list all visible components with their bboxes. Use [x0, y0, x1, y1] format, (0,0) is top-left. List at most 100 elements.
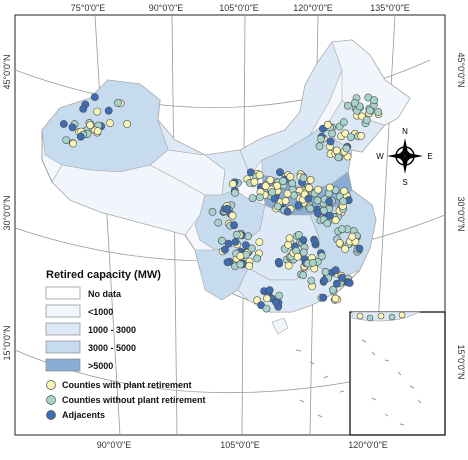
- county-point: [274, 257, 283, 266]
- county-point: [86, 121, 94, 129]
- lat-tick-left: 15°0'0"N: [2, 325, 12, 360]
- legend-class-label: 3000 - 5000: [88, 343, 136, 353]
- county-point: [299, 236, 308, 244]
- county-point: [59, 120, 68, 128]
- legend-point-label: Counties with plant retirement: [62, 380, 192, 390]
- county-point: [313, 209, 322, 218]
- legend-point-swatch: [46, 410, 56, 420]
- county-point: [370, 96, 378, 105]
- province-tibet: [51, 164, 206, 236]
- county-point: [305, 183, 313, 192]
- legend-point-swatch: [46, 395, 56, 405]
- county-point: [286, 172, 295, 181]
- county-point: [247, 244, 256, 253]
- lon-tick-bottom: 120°0'0"E: [348, 440, 388, 450]
- county-point: [257, 301, 265, 309]
- county-point: [374, 108, 383, 116]
- county-point: [114, 99, 122, 107]
- legend-point-item: Counties with plant retirement: [46, 380, 192, 390]
- lon-ticks-bottom: 90°0'0"E 105°0'0"E 120°0'0"E: [97, 440, 388, 450]
- county-point: [221, 245, 229, 254]
- county-point: [343, 101, 352, 110]
- county-point: [90, 93, 99, 101]
- provinces: [41, 39, 411, 335]
- county-point: [246, 168, 255, 177]
- county-point: [325, 183, 334, 192]
- county-point: [214, 218, 223, 227]
- county-point: [285, 234, 294, 243]
- county-point: [313, 196, 322, 205]
- county-point: [342, 144, 351, 153]
- county-point: [250, 177, 259, 186]
- lat-tick-right: 15°0'0"N: [456, 344, 466, 379]
- county-point: [263, 294, 271, 303]
- county-point: [270, 194, 279, 203]
- county-point: [362, 116, 371, 124]
- county-point: [299, 271, 307, 280]
- county-point: [308, 258, 317, 267]
- county-point: [104, 106, 113, 115]
- county-point: [350, 99, 359, 107]
- county-point: [253, 254, 261, 263]
- county-point: [341, 129, 350, 138]
- county-point: [93, 127, 102, 136]
- lon-tick-bottom: 105°0'0"E: [220, 440, 260, 450]
- county-point: [328, 129, 337, 138]
- county-point: [325, 211, 334, 220]
- county-point: [294, 201, 303, 210]
- county-point: [248, 194, 257, 202]
- county-point: [294, 230, 303, 239]
- county-point: [106, 119, 114, 127]
- legend-point-item: Adjacents: [46, 410, 105, 420]
- county-point: [331, 216, 340, 225]
- county-point: [281, 196, 290, 205]
- county-point: [321, 267, 330, 276]
- lat-ticks-left: 45°0'0"N 30°0'0"N 15°0'0"N: [2, 54, 12, 360]
- county-point: [339, 118, 348, 127]
- county-point: [123, 120, 131, 128]
- lat-tick-left: 30°0'0"N: [2, 195, 12, 230]
- legend-class-label: No data: [88, 289, 122, 299]
- county-point: [79, 105, 88, 113]
- county-point: [299, 248, 308, 257]
- county-points: [59, 93, 383, 313]
- lat-tick-right: 30°0'0"N: [456, 196, 466, 231]
- lat-tick-right: 45°0'0"N: [456, 52, 466, 87]
- lon-tick-top: 75°0'0"E: [71, 3, 106, 13]
- county-point: [307, 276, 316, 285]
- lon-tick-top: 105°0'0"E: [219, 3, 259, 13]
- county-point: [231, 237, 240, 246]
- province-hainan: [271, 317, 289, 335]
- county-point: [62, 136, 71, 144]
- legend-class-item: 3000 - 5000: [45, 340, 136, 354]
- county-point: [314, 185, 322, 194]
- county-point: [228, 211, 237, 220]
- county-point: [245, 261, 254, 270]
- compass-n: N: [402, 127, 408, 136]
- county-point: [311, 237, 319, 246]
- county-point: [236, 252, 245, 260]
- legend-swatch: [45, 358, 81, 372]
- county-point: [255, 193, 264, 202]
- county-point: [323, 219, 332, 228]
- county-point: [255, 171, 264, 179]
- county-point: [268, 188, 277, 197]
- county-point: [338, 225, 346, 234]
- lat-ticks-right: 45°0'0"N 30°0'0"N 15°0'0"N: [456, 52, 466, 379]
- compass-e: E: [427, 152, 432, 161]
- compass-s: S: [402, 178, 407, 187]
- legend-point-swatch: [46, 380, 56, 390]
- legend-class-label: >5000: [88, 361, 113, 371]
- county-point: [283, 207, 292, 216]
- county-point: [316, 135, 325, 143]
- lon-tick-top: 90°0'0"E: [149, 3, 184, 13]
- county-point: [339, 197, 348, 206]
- county-point: [337, 273, 346, 282]
- legend-point-label: Counties without plant retirement: [62, 395, 206, 405]
- legend-swatch: [45, 304, 81, 318]
- county-point: [273, 202, 282, 211]
- county-point: [323, 120, 332, 129]
- county-point: [283, 189, 292, 198]
- county-point: [326, 137, 335, 146]
